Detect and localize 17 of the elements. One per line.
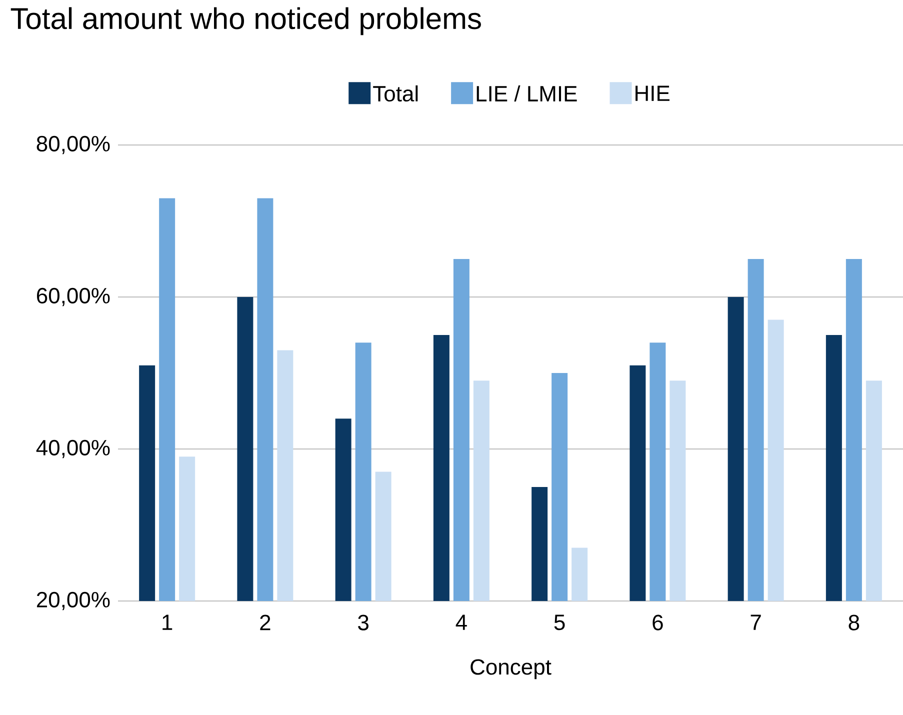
x-tick-label: 3 bbox=[358, 614, 368, 630]
y-tick-label: 40,00% bbox=[36, 440, 110, 458]
x-axis-title: Concept bbox=[470, 659, 552, 680]
legend-label: HIE bbox=[636, 86, 670, 101]
x-tick-label: 7 bbox=[750, 614, 761, 630]
x-tick-label: 6 bbox=[652, 614, 663, 630]
y-tick-label: 80,00% bbox=[36, 136, 110, 154]
x-tick-label: 1 bbox=[162, 614, 172, 630]
legend-label: Total bbox=[373, 85, 418, 102]
chart-title: Total amount who noticed problems bbox=[10, 7, 481, 36]
y-tick-label: 60,00% bbox=[36, 288, 110, 306]
x-tick-label: 2 bbox=[260, 614, 270, 630]
y-tick-label: 20,00% bbox=[36, 592, 110, 610]
x-tick-label: 5 bbox=[554, 614, 565, 630]
x-tick-label: 8 bbox=[848, 614, 860, 630]
x-tick-label: 4 bbox=[456, 614, 467, 630]
legend-label: LIE / LMIE bbox=[476, 85, 577, 102]
